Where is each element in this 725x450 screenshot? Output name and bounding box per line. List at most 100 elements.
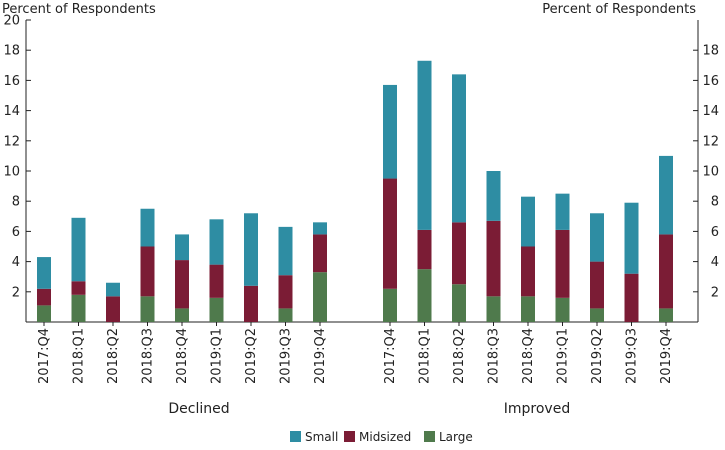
bar-segment-midsized — [71, 281, 86, 295]
bar-segment-small — [106, 282, 120, 297]
bar-segment-midsized — [140, 246, 155, 297]
bar-segment-midsized — [278, 275, 293, 309]
bar-segment-large — [140, 296, 155, 322]
x-tick-label: 2017:Q4 — [37, 328, 52, 384]
legend-swatch-large — [424, 431, 435, 442]
x-tick-label: 2019:Q2 — [590, 328, 605, 384]
y-tick-left-label: 8 — [12, 195, 20, 210]
y-tick-left-label: 2 — [12, 285, 20, 300]
legend-label-midsized: Midsized — [359, 430, 411, 444]
bar-segment-small — [175, 234, 189, 261]
bar-segment-midsized — [383, 178, 397, 289]
bar-segment-small — [624, 202, 639, 274]
bar-segment-large — [555, 297, 570, 322]
y-tick-left-label: 16 — [3, 74, 20, 89]
bar-segment-large — [209, 297, 224, 322]
legend-swatch-midsized — [344, 431, 355, 442]
bar-segment-small — [417, 60, 432, 230]
y-tick-left-label: 10 — [3, 165, 20, 180]
bar-segment-midsized — [417, 229, 432, 270]
y-tick-left-label: 14 — [3, 104, 20, 119]
x-tick-label: 2018:Q1 — [418, 328, 433, 384]
x-tick-label: 2018:Q4 — [521, 328, 536, 384]
x-tick-label: 2018:Q1 — [72, 328, 87, 384]
bar-segment-small — [659, 155, 673, 235]
bar-segment-small — [278, 226, 293, 276]
bar-segment-midsized — [521, 246, 535, 297]
bar-segment-midsized — [175, 260, 189, 309]
bar-segment-large — [383, 288, 397, 322]
x-tick-label: 2017:Q4 — [383, 328, 398, 384]
x-tick-label: 2019:Q1 — [210, 328, 225, 384]
bar-segment-small — [521, 196, 535, 247]
y-tick-right-label: 18 — [702, 44, 719, 59]
bar-segment-small — [140, 208, 155, 247]
y-tick-left-label: 18 — [3, 44, 20, 59]
bars — [37, 60, 673, 322]
y-tick-right-label: 2 — [711, 285, 719, 300]
y-tick-right-label: 4 — [711, 255, 719, 270]
y-tick-right-label: 10 — [702, 165, 719, 180]
bar-segment-large — [175, 308, 189, 322]
x-tick-label: 2018:Q3 — [141, 328, 156, 384]
y-tick-left-label: 4 — [12, 255, 20, 270]
bar-segment-midsized — [555, 229, 570, 298]
bar-segment-large — [37, 305, 51, 322]
legend-label-small: Small — [305, 430, 338, 444]
bar-segment-midsized — [590, 261, 604, 309]
bar-segment-large — [590, 308, 604, 322]
y-tick-right-label: 8 — [711, 195, 719, 210]
bar-segment-large — [71, 294, 86, 322]
bar-segment-large — [417, 269, 432, 322]
bar-segment-large — [486, 296, 501, 322]
bar-segment-small — [71, 217, 86, 282]
legend-label-large: Large — [439, 430, 473, 444]
bar-segment-large — [521, 296, 535, 322]
bar-segment-large — [659, 308, 673, 322]
bar-segment-large — [452, 284, 466, 322]
bar-segment-small — [37, 257, 51, 289]
bar-segment-small — [209, 219, 224, 265]
bar-segment-small — [486, 171, 501, 221]
bar-segment-small — [590, 213, 604, 262]
bar-segment-small — [383, 84, 397, 179]
bar-segment-midsized — [486, 220, 501, 297]
legend-swatch-small — [290, 431, 301, 442]
x-tick-label: 2018:Q2 — [106, 328, 121, 384]
legend: Small Midsized Large — [290, 430, 473, 444]
bar-segment-midsized — [209, 264, 224, 298]
group-label-declined: Declined — [168, 401, 229, 417]
y-tick-left-label: 6 — [12, 225, 20, 240]
x-tick-label: 2019:Q1 — [556, 328, 571, 384]
bar-segment-midsized — [659, 234, 673, 309]
bar-segment-midsized — [37, 288, 51, 306]
bar-segment-small — [313, 222, 327, 235]
bar-segment-large — [278, 308, 293, 322]
bar-segment-midsized — [106, 296, 120, 322]
y-tick-left-label: 20 — [3, 14, 20, 29]
y-tick-left-label: 12 — [3, 134, 20, 149]
y-tick-right-label: 12 — [702, 134, 719, 149]
x-tick-label: 2018:Q2 — [452, 328, 467, 384]
axes: 2 4 6 8 10 12 14 16 18 20 2 4 6 8 10 12 14 16 18 2017:Q4 201… — [3, 14, 719, 384]
group-label-improved: Improved — [504, 401, 570, 417]
x-tick-label: 2018:Q3 — [487, 328, 502, 384]
y-axis-unit-left: Percent of Respondents — [2, 2, 156, 17]
y-tick-right-label: 16 — [702, 74, 719, 89]
bar-segment-midsized — [244, 285, 258, 322]
bar-segment-midsized — [624, 273, 639, 322]
y-tick-right-label: 6 — [711, 225, 719, 240]
x-tick-label: 2018:Q4 — [175, 328, 190, 384]
x-tick-label: 2019:Q4 — [313, 328, 328, 384]
bar-segment-small — [555, 193, 570, 230]
bar-segment-midsized — [452, 222, 466, 285]
bar-segment-large — [313, 272, 327, 322]
y-tick-right-label: 14 — [702, 104, 719, 119]
bar-segment-midsized — [313, 234, 327, 273]
x-tick-label: 2019:Q2 — [244, 328, 259, 384]
y-axis-unit-right: Percent of Respondents — [542, 2, 696, 17]
x-tick-label: 2019:Q3 — [625, 328, 640, 384]
x-tick-label: 2019:Q4 — [659, 328, 674, 384]
